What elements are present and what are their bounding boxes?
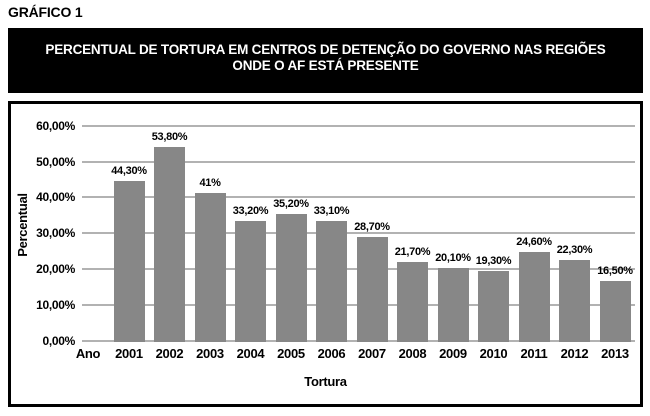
- chart-title-line-1: PERCENTUAL DE TORTURA EM CENTROS DE DETE…: [45, 42, 606, 57]
- x-axis-tick-label: 2007: [358, 346, 386, 361]
- bar: [154, 146, 185, 342]
- x-axis-tick-label: 2004: [236, 346, 265, 361]
- bar: [356, 236, 388, 342]
- chart-title-line-2: ONDE O AF ESTÁ PRESENTE: [232, 58, 419, 73]
- bar: [559, 259, 590, 342]
- gridline: [82, 124, 635, 127]
- page-title: GRÁFICO 1: [8, 4, 83, 20]
- bar: [397, 262, 428, 342]
- x-axis-tick-label: 2013: [601, 346, 629, 361]
- bar: [316, 221, 347, 342]
- x-axis-tick-label: 2006: [317, 346, 346, 361]
- y-axis-title: Percentual: [15, 193, 30, 257]
- x-axis-title: Tortura: [304, 374, 347, 389]
- gridline: [82, 232, 635, 235]
- x-axis-tick-label: 2002: [155, 346, 184, 361]
- bar-value-label: 41%: [199, 176, 221, 189]
- bar: [194, 192, 226, 342]
- chart-title-banner: PERCENTUAL DE TORTURA EM CENTROS DE DETE…: [8, 28, 643, 93]
- bar-value-label: 16,50%: [597, 264, 633, 277]
- x-axis-tick-label: 2012: [560, 346, 589, 361]
- bar-value-label: 44,30%: [111, 164, 147, 177]
- bar-value-label: 22,30%: [556, 243, 593, 256]
- bar-value-label: 20,10%: [435, 251, 471, 264]
- chart-frame: 0,00% 10,00% 20,00% 30,00% 40,00% 50,00% 60,00…: [8, 101, 643, 407]
- bar-value-label: 33,10%: [313, 205, 350, 218]
- x-axis-tick-label: 2011: [520, 346, 548, 361]
- bar-value-label: 28,70%: [354, 220, 390, 233]
- bar: [599, 280, 631, 342]
- y-axis-tick-label: 30,00%: [36, 226, 75, 241]
- bar: [235, 220, 266, 342]
- bar-value-label: 19,30%: [475, 254, 512, 267]
- x-axis-tick-label: 2008: [398, 346, 427, 361]
- gridline: [82, 160, 635, 163]
- bar-value-label: 53,80%: [151, 130, 188, 143]
- bar: [478, 270, 509, 342]
- gridline: [82, 196, 635, 199]
- y-axis-tick-label: 60,00%: [36, 118, 75, 133]
- y-axis-tick-label: 50,00%: [36, 154, 75, 169]
- bar-value-label: 24,60%: [516, 235, 552, 248]
- y-axis-tick-label: 0,00%: [42, 334, 75, 348]
- x-axis-tick-label: 2003: [196, 346, 224, 361]
- bar: [275, 213, 307, 342]
- bar-chart: 0,00% 10,00% 20,00% 30,00% 40,00% 50,00% 60,00…: [11, 104, 640, 404]
- x-axis-corner-label: Ano: [75, 346, 101, 361]
- x-axis-tick-label: 2001: [115, 346, 143, 361]
- bar: [518, 251, 550, 342]
- y-axis-tick-label: 40,00%: [36, 190, 75, 205]
- x-axis-tick-label: 2010: [479, 346, 508, 361]
- bar-value-label: 21,70%: [394, 246, 431, 259]
- bar-value-label: 33,20%: [232, 204, 269, 217]
- x-axis-tick-label: 2005: [277, 346, 305, 361]
- bar-value-label: 35,20%: [273, 197, 309, 210]
- y-axis-tick-label: 20,00%: [36, 262, 75, 277]
- bar: [113, 180, 145, 342]
- bar: [437, 267, 469, 342]
- x-axis-tick-label: 2009: [439, 346, 467, 361]
- y-axis-tick-label: 10,00%: [36, 298, 75, 313]
